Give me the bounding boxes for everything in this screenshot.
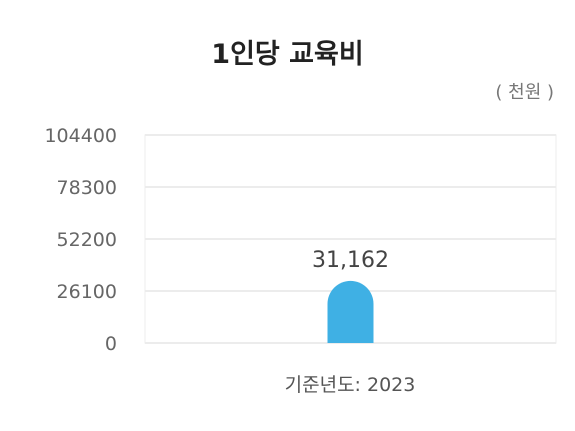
y-tick-label: 0 (105, 333, 117, 355)
bar-value-label: 31,162 (312, 248, 389, 273)
bar (327, 280, 374, 343)
x-axis-label: 기준년도: 2023 (284, 374, 416, 396)
chart-title: 1인당 교육비 (211, 39, 364, 70)
y-tick-label: 78300 (57, 177, 117, 199)
unit-label: ( 천원 ) (495, 82, 554, 103)
y-tick-label: 52200 (57, 229, 117, 251)
y-tick-label: 104400 (44, 125, 117, 147)
y-tick-label: 26100 (57, 281, 117, 303)
